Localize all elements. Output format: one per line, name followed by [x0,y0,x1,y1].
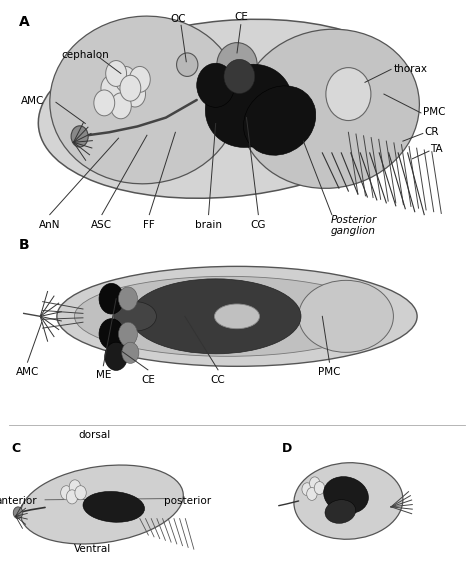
Text: dorsal: dorsal [79,430,111,440]
Text: Ventral: Ventral [74,544,111,554]
Circle shape [120,75,141,101]
Ellipse shape [239,29,419,188]
Ellipse shape [299,280,393,352]
Text: AMC: AMC [21,96,45,106]
Circle shape [71,126,88,147]
Text: AMC: AMC [16,367,39,377]
Text: cephalon: cephalon [62,49,109,60]
Circle shape [302,483,312,496]
Circle shape [106,61,127,86]
Circle shape [118,322,137,346]
Circle shape [110,93,131,119]
Text: CC: CC [210,375,226,385]
Circle shape [115,66,136,92]
Ellipse shape [294,463,403,539]
Circle shape [101,75,122,101]
Ellipse shape [130,279,301,354]
Ellipse shape [244,86,316,155]
Ellipse shape [324,477,368,513]
Text: AnN: AnN [39,220,61,230]
Ellipse shape [57,266,417,366]
Text: ME: ME [96,370,111,380]
Ellipse shape [83,492,145,522]
Text: CE: CE [141,375,155,385]
Ellipse shape [50,16,239,184]
Circle shape [69,480,81,494]
Text: CR: CR [425,126,439,137]
Circle shape [13,507,23,519]
Circle shape [75,486,86,500]
Text: CE: CE [235,12,249,22]
Circle shape [105,342,128,370]
Ellipse shape [224,59,255,93]
Ellipse shape [326,68,371,121]
Circle shape [129,66,150,92]
Circle shape [99,319,124,349]
Text: OC: OC [170,14,185,24]
Text: D: D [282,442,292,455]
Text: B: B [19,238,29,252]
Text: C: C [12,442,21,455]
Ellipse shape [197,64,235,107]
Text: Posterior
ganglion: Posterior ganglion [331,215,377,236]
Ellipse shape [205,64,292,148]
Text: FF: FF [144,220,155,230]
Circle shape [61,486,72,500]
Text: anterior: anterior [0,496,37,506]
Ellipse shape [214,304,259,329]
Circle shape [307,487,317,500]
Ellipse shape [217,43,257,87]
Text: posterior: posterior [164,496,211,506]
Ellipse shape [114,302,156,331]
Circle shape [94,90,115,116]
Circle shape [125,81,146,107]
Ellipse shape [74,276,381,356]
Text: brain: brain [195,220,222,230]
Circle shape [310,477,320,490]
Text: PMC: PMC [423,106,445,117]
Circle shape [99,283,124,314]
Text: thorax: thorax [393,64,428,75]
Text: ASC: ASC [91,220,112,230]
Text: TA: TA [430,144,443,155]
Circle shape [314,482,325,495]
Circle shape [118,287,137,310]
Circle shape [66,490,78,504]
Text: CG: CG [251,220,266,230]
Ellipse shape [38,19,417,198]
Circle shape [122,342,139,363]
Ellipse shape [176,53,198,76]
Text: A: A [19,15,30,29]
Ellipse shape [20,465,183,544]
Text: PMC: PMC [318,367,341,377]
Ellipse shape [325,500,356,523]
